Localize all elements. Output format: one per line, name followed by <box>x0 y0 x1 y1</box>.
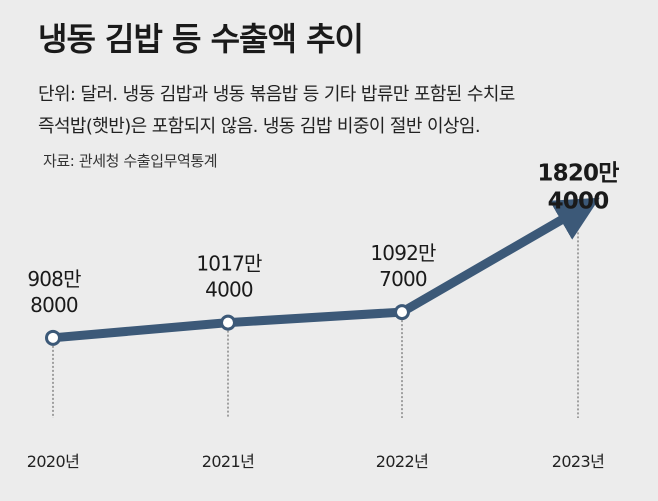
value-label-3-0: 1820만 <box>537 160 619 186</box>
x-tick-2: 2022년 <box>376 452 428 471</box>
unit-note-line-1: 단위: 달러. 냉동 김밥과 냉동 볶음밥 등 기타 밥류만 포함된 수치로 <box>38 84 515 105</box>
data-point-2020년 <box>45 329 61 346</box>
x-tick-0: 2020년 <box>27 452 79 471</box>
source-note: 자료: 관세청 수출입무역통계 <box>43 152 218 170</box>
data-point-2021년 <box>220 314 236 331</box>
value-label-3-1: 4000 <box>548 188 609 214</box>
value-label-1-0: 1017만 <box>196 252 262 276</box>
value-label-0-0: 908만 <box>27 267 81 291</box>
value-label-2-1: 7000 <box>379 267 427 291</box>
x-tick-3: 2023년 <box>552 452 604 471</box>
value-label-0-1: 8000 <box>30 293 78 317</box>
data-point-2022년 <box>394 304 410 321</box>
value-label-2-0: 1092만 <box>370 241 436 265</box>
unit-note-line-2: 즉석밥(햇반)은 포함되지 않음. 냉동 김밥 비중이 절반 이상임. <box>38 116 481 137</box>
x-tick-1: 2021년 <box>202 452 254 471</box>
page-title: 냉동 김밥 등 수출액 추이 <box>38 20 364 58</box>
series-line <box>48 197 600 343</box>
value-label-1-1: 4000 <box>205 278 253 302</box>
